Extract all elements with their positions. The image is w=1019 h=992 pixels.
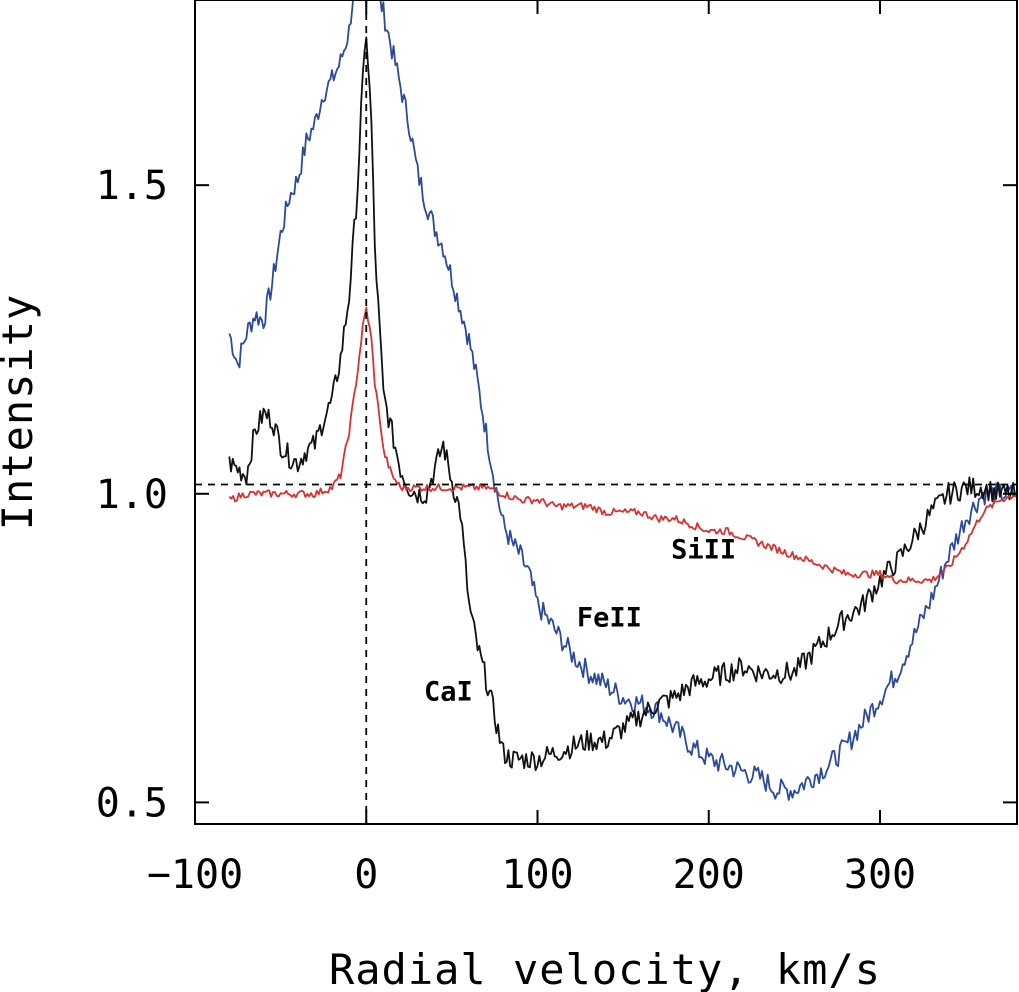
series-line-cai	[228, 36, 1017, 772]
y-tick-label: 0.5	[96, 780, 168, 826]
x-tick-label: 100	[501, 852, 573, 898]
curve-label-siii: SiII	[671, 535, 736, 566]
curves-layer	[228, 0, 1017, 801]
y-tick-label: 1.0	[96, 472, 168, 518]
tick-labels: −100 0 100 200 300 0.5 1.0 1.5	[96, 163, 916, 898]
reference-lines	[195, 0, 1017, 824]
x-axis-title: Radial velocity, km/s	[329, 945, 881, 992]
y-axis-title: Intensity	[0, 294, 42, 531]
y-tick-label: 1.5	[96, 163, 168, 209]
series-line-siii	[228, 306, 1017, 585]
curve-annotations: SiII FeII CaI	[424, 535, 736, 708]
x-tick-label: 0	[354, 852, 378, 898]
curve-label-cai: CaI	[424, 677, 473, 708]
axis-ticks	[194, 0, 1017, 824]
x-tick-label: −100	[147, 852, 243, 898]
series-line-feii	[228, 0, 1017, 801]
x-tick-label: 200	[673, 852, 745, 898]
x-tick-label: 300	[844, 852, 916, 898]
curve-label-feii: FeII	[577, 602, 642, 633]
plot-frame	[194, 0, 1018, 825]
